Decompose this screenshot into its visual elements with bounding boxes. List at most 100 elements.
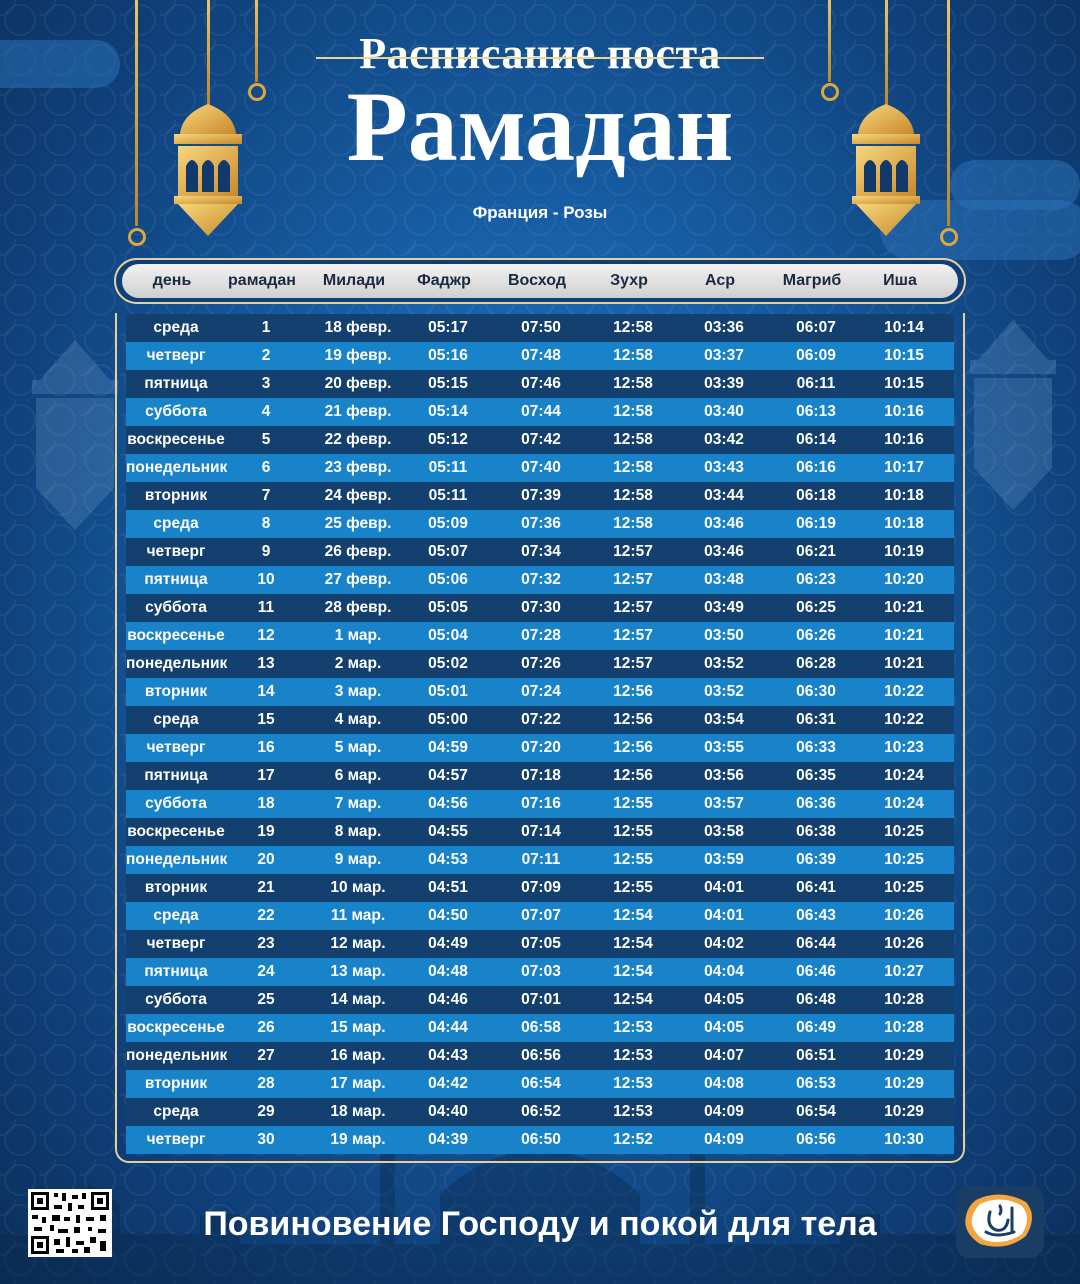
cell-day: среда bbox=[153, 319, 199, 336]
cell-maghrib-time: 06:28 bbox=[796, 655, 836, 672]
cell-fajr-time: 04:49 bbox=[428, 935, 468, 952]
cell-isha-time: 10:30 bbox=[884, 1131, 924, 1148]
cell-ramadan-day: 20 bbox=[257, 851, 275, 868]
cell-dhuhr-time: 12:53 bbox=[613, 1047, 653, 1064]
cell-ramadan-day: 17 bbox=[257, 767, 275, 784]
cell-dhuhr-time: 12:57 bbox=[613, 655, 653, 672]
cell-gregorian-date: 27 февр. bbox=[324, 571, 392, 588]
cell-ramadan-day: 22 bbox=[257, 907, 275, 924]
cell-ramadan-day: 13 bbox=[257, 655, 275, 672]
cell-ramadan-day: 3 bbox=[261, 375, 271, 392]
cell-maghrib-time: 06:44 bbox=[796, 935, 836, 952]
cell-sunrise-time: 07:32 bbox=[521, 571, 561, 588]
cell-asr-time: 03:46 bbox=[704, 515, 744, 532]
cell-day: среда bbox=[153, 1103, 199, 1120]
lantern-icon bbox=[852, 104, 920, 236]
cell-day: вторник bbox=[144, 683, 208, 700]
cell-dhuhr-time: 12:57 bbox=[613, 571, 653, 588]
cell-gregorian-date: 19 февр. bbox=[324, 347, 392, 364]
background-cloud bbox=[950, 160, 1080, 210]
cell-isha-time: 10:22 bbox=[884, 711, 924, 728]
cell-isha-time: 10:25 bbox=[884, 851, 924, 868]
cell-dhuhr-time: 12:58 bbox=[613, 319, 653, 336]
table-row: четверг 16 5 мар. 04:59 07:20 12:56 03:55 06:33… bbox=[126, 734, 954, 762]
table-row: четверг 2 19 февр. 05:16 07:48 12:58 03:37 06:0… bbox=[126, 342, 954, 370]
table-row: суббота 11 28 февр. 05:05 07:30 12:57 03:49 06:… bbox=[126, 594, 954, 622]
cell-fajr-time: 04:42 bbox=[428, 1075, 468, 1092]
cell-asr-time: 03:40 bbox=[704, 403, 744, 420]
cell-maghrib-time: 06:38 bbox=[796, 823, 836, 840]
lantern-chain bbox=[135, 0, 138, 226]
cell-dhuhr-time: 12:58 bbox=[613, 431, 653, 448]
cell-fajr-time: 05:04 bbox=[428, 627, 468, 644]
cell-day: среда bbox=[153, 711, 199, 728]
cell-fajr-time: 04:48 bbox=[428, 963, 468, 980]
cell-maghrib-time: 06:16 bbox=[796, 459, 836, 476]
cell-isha-time: 10:26 bbox=[884, 935, 924, 952]
cell-isha-time: 10:24 bbox=[884, 767, 924, 784]
cell-gregorian-date: 9 мар. bbox=[334, 851, 382, 868]
cell-gregorian-date: 15 мар. bbox=[330, 1019, 386, 1036]
lantern-chain bbox=[207, 0, 210, 108]
cell-dhuhr-time: 12:57 bbox=[613, 543, 653, 560]
cell-gregorian-date: 10 мар. bbox=[330, 879, 386, 896]
cell-gregorian-date: 17 мар. bbox=[330, 1075, 386, 1092]
cell-maghrib-time: 06:13 bbox=[796, 403, 836, 420]
cell-sunrise-time: 06:50 bbox=[521, 1131, 561, 1148]
table-row: воскресенье 19 8 мар. 04:55 07:14 12:55 03:58 0… bbox=[126, 818, 954, 846]
cell-dhuhr-time: 12:56 bbox=[613, 739, 653, 756]
cell-ramadan-day: 4 bbox=[261, 403, 271, 420]
table-row: суббота 18 7 мар. 04:56 07:16 12:55 03:57 06:36… bbox=[126, 790, 954, 818]
table-row: пятница 24 13 мар. 04:48 07:03 12:54 04:04 06:4… bbox=[126, 958, 954, 986]
header-ramadan: рамадан bbox=[228, 272, 296, 289]
cell-asr-time: 03:59 bbox=[704, 851, 744, 868]
cell-gregorian-date: 16 мар. bbox=[330, 1047, 386, 1064]
cell-maghrib-time: 06:30 bbox=[796, 683, 836, 700]
cell-sunrise-time: 07:48 bbox=[521, 347, 561, 364]
cell-maghrib-time: 06:53 bbox=[796, 1075, 836, 1092]
cell-dhuhr-time: 12:55 bbox=[613, 851, 653, 868]
cell-fajr-time: 04:56 bbox=[428, 795, 468, 812]
cell-ramadan-day: 9 bbox=[261, 543, 271, 560]
cell-day: вторник bbox=[144, 1075, 208, 1092]
cell-isha-time: 10:17 bbox=[884, 459, 924, 476]
header-maghrib: Магриб bbox=[782, 272, 842, 289]
cell-maghrib-time: 06:39 bbox=[796, 851, 836, 868]
cell-dhuhr-time: 12:58 bbox=[613, 403, 653, 420]
cell-isha-time: 10:14 bbox=[884, 319, 924, 336]
header-fajr: Фаджр bbox=[417, 272, 471, 289]
cell-fajr-time: 05:14 bbox=[428, 403, 468, 420]
footer-slogan: Повиновение Господу и покой для тела bbox=[203, 1205, 877, 1243]
cell-sunrise-time: 07:34 bbox=[521, 543, 561, 560]
cell-sunrise-time: 07:26 bbox=[521, 655, 561, 672]
cell-day: четверг bbox=[146, 739, 206, 756]
cell-isha-time: 10:19 bbox=[884, 543, 924, 560]
cell-maghrib-time: 06:43 bbox=[796, 907, 836, 924]
cell-day: понедельник bbox=[126, 655, 228, 672]
cell-sunrise-time: 07:14 bbox=[521, 823, 561, 840]
cell-fajr-time: 04:57 bbox=[428, 767, 468, 784]
app-logo-icon[interactable] bbox=[956, 1186, 1044, 1258]
cell-ramadan-day: 18 bbox=[257, 795, 275, 812]
cell-ramadan-day: 21 bbox=[257, 879, 275, 896]
table-row: воскресенье 26 15 мар. 04:44 06:58 12:53 04:05… bbox=[126, 1014, 954, 1042]
cell-day: понедельник bbox=[126, 459, 228, 476]
cell-fajr-time: 05:16 bbox=[428, 347, 468, 364]
page-subtitle-top: Расписание поста bbox=[359, 29, 721, 78]
cell-asr-time: 03:44 bbox=[704, 487, 744, 504]
cell-gregorian-date: 7 мар. bbox=[334, 795, 382, 812]
table-row: вторник 14 3 мар. 05:01 07:24 12:56 03:52 06:30… bbox=[126, 678, 954, 706]
lantern-chain bbox=[947, 0, 950, 226]
cell-dhuhr-time: 12:55 bbox=[613, 823, 653, 840]
chain-ring bbox=[248, 83, 266, 101]
cell-isha-time: 10:27 bbox=[884, 963, 924, 980]
cell-asr-time: 03:57 bbox=[704, 795, 744, 812]
cell-fajr-time: 05:01 bbox=[428, 683, 468, 700]
header-sunrise: Восход bbox=[507, 272, 567, 289]
cell-isha-time: 10:15 bbox=[884, 375, 924, 392]
cell-isha-time: 10:25 bbox=[884, 823, 924, 840]
cell-asr-time: 03:50 bbox=[704, 627, 744, 644]
cell-ramadan-day: 11 bbox=[257, 599, 275, 616]
cell-asr-time: 03:42 bbox=[704, 431, 744, 448]
cell-ramadan-day: 8 bbox=[261, 515, 271, 532]
